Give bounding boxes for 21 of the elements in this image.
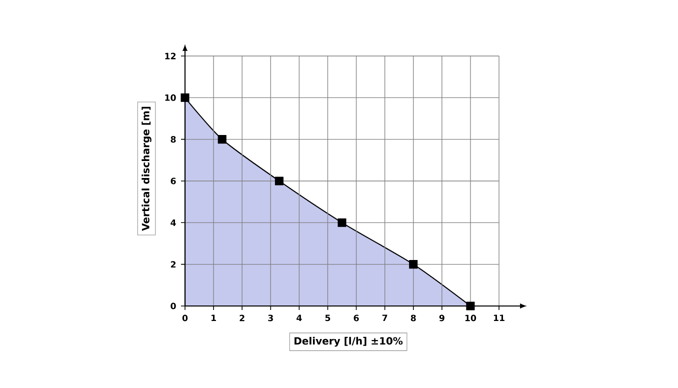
y-axis-title: Vertical discharge [m]	[142, 106, 152, 231]
x-axis-title: Delivery [l/h] ±10%	[294, 336, 403, 347]
y-tick-label: 0	[170, 302, 176, 310]
x-tick-label: 3	[268, 314, 273, 322]
x-tick-label: 9	[439, 314, 444, 322]
x-tick-label: 1	[212, 314, 216, 322]
x-tick-label: 5	[325, 314, 330, 322]
y-tick-label: 10	[165, 94, 176, 101]
x-tick-label: 11	[494, 314, 504, 322]
x-tick-label: 4	[296, 314, 302, 322]
y-tick-label: 8	[170, 136, 176, 143]
y-tick-label: 12	[165, 52, 176, 60]
x-tick-label: 6	[354, 314, 359, 322]
x-tick-label: 10	[465, 314, 476, 322]
y-tick-label: 4	[170, 220, 176, 226]
y-tick-label: 2	[170, 261, 176, 268]
y-tick-label: 6	[170, 178, 176, 184]
x-tick-label: 8	[410, 314, 416, 322]
x-tick-label: 2	[240, 314, 244, 322]
x-tick-label: 0	[182, 314, 188, 322]
x-tick-label: 7	[382, 314, 388, 322]
